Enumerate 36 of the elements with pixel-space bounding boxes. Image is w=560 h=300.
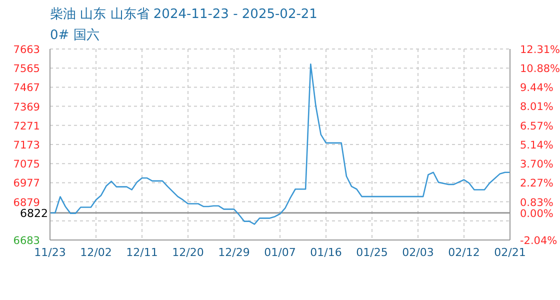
x-tick-label: 11/23 [34, 246, 66, 259]
y-tick-label: 7565 [13, 63, 40, 76]
y-tick-label: 7663 [13, 44, 40, 56]
y2-tick-label: 6.57% [520, 120, 554, 132]
y2-tick-label: 9.44% [520, 82, 554, 94]
y2-tick-label: 10.88% [520, 63, 560, 76]
y-tick-label: 6683 [13, 235, 40, 247]
x-tick-label: 12/11 [126, 246, 158, 259]
y2-tick-label: -2.04% [520, 235, 558, 247]
chart-subtitle: 0# 国六 [50, 27, 100, 44]
x-tick-label: 01/25 [356, 246, 388, 259]
y-tick-label: 6977 [13, 178, 40, 190]
x-tick-label: 12/20 [172, 246, 204, 259]
line-series [50, 64, 510, 225]
x-tick-label: 01/07 [264, 246, 296, 259]
x-tick-label: 02/12 [448, 246, 480, 259]
y-tick-label: 7075 [13, 158, 40, 171]
y2-tick-label: 12.31% [520, 44, 560, 56]
y-tick-label: 7173 [13, 140, 40, 152]
chart-title: 柴油 山东 山东省 2024-11-23 - 2025-02-21 [50, 6, 318, 23]
y2-tick-label: 0.00% [520, 208, 554, 220]
y2-tick-label: 3.70% [520, 158, 554, 171]
y-tick-label: 7467 [13, 82, 40, 94]
x-tick-label: 12/02 [80, 246, 112, 259]
x-tick-label: 12/29 [218, 246, 250, 259]
x-tick-label: 02/21 [494, 246, 526, 259]
y2-tick-label: 2.27% [520, 178, 554, 190]
y2-tick-label: 0.83% [520, 196, 554, 209]
y2-tick-label: 5.14% [520, 139, 554, 152]
x-tick-label: 02/03 [402, 246, 434, 259]
x-tick-label: 01/16 [310, 246, 342, 259]
y-tick-label: 6879 [13, 196, 40, 209]
y-tick-label: 7369 [13, 101, 40, 114]
ref-line-label: 6822 [20, 206, 48, 220]
y-tick-label: 7271 [13, 120, 40, 132]
y2-tick-label: 8.01% [520, 101, 554, 114]
